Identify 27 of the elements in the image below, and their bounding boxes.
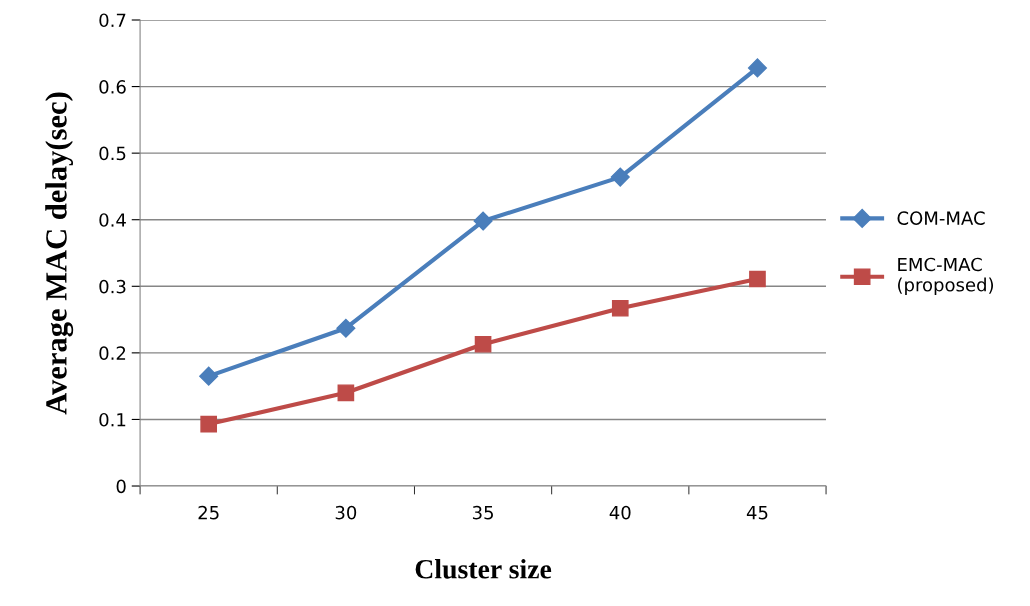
y-tick-label: 0.3 [99, 279, 126, 294]
point [610, 167, 630, 187]
point [200, 415, 218, 433]
x-tick-label: 40 [609, 505, 631, 520]
point [473, 211, 493, 231]
legend-label: EMC-MAC (proposed) [898, 257, 994, 296]
legend-label: COM-MAC [897, 211, 985, 225]
y-tick-label: 0.4 [99, 213, 126, 227]
y-tick-label: 0.6 [99, 80, 126, 94]
point [749, 270, 766, 288]
point [336, 318, 356, 338]
y-axis-title: Average MAC delay(sec) [45, 92, 74, 415]
point [474, 335, 492, 353]
point [199, 366, 219, 386]
x-tick-label: 25 [198, 505, 219, 520]
x-tick-label: 30 [335, 505, 357, 520]
y-tick-label: 0.1 [99, 412, 126, 427]
x-tick-label: 35 [472, 505, 493, 520]
point [611, 299, 629, 317]
point [747, 58, 767, 78]
x-axis-title: Cluster size [415, 559, 552, 579]
point [337, 384, 355, 402]
y-tick-label: 0 [116, 479, 126, 494]
x-tick-label: 45 [746, 506, 768, 520]
y-tick-label: 0.2 [99, 346, 126, 360]
y-tick-label: 0.7 [99, 13, 126, 28]
y-tick-label: 0.5 [99, 146, 126, 161]
